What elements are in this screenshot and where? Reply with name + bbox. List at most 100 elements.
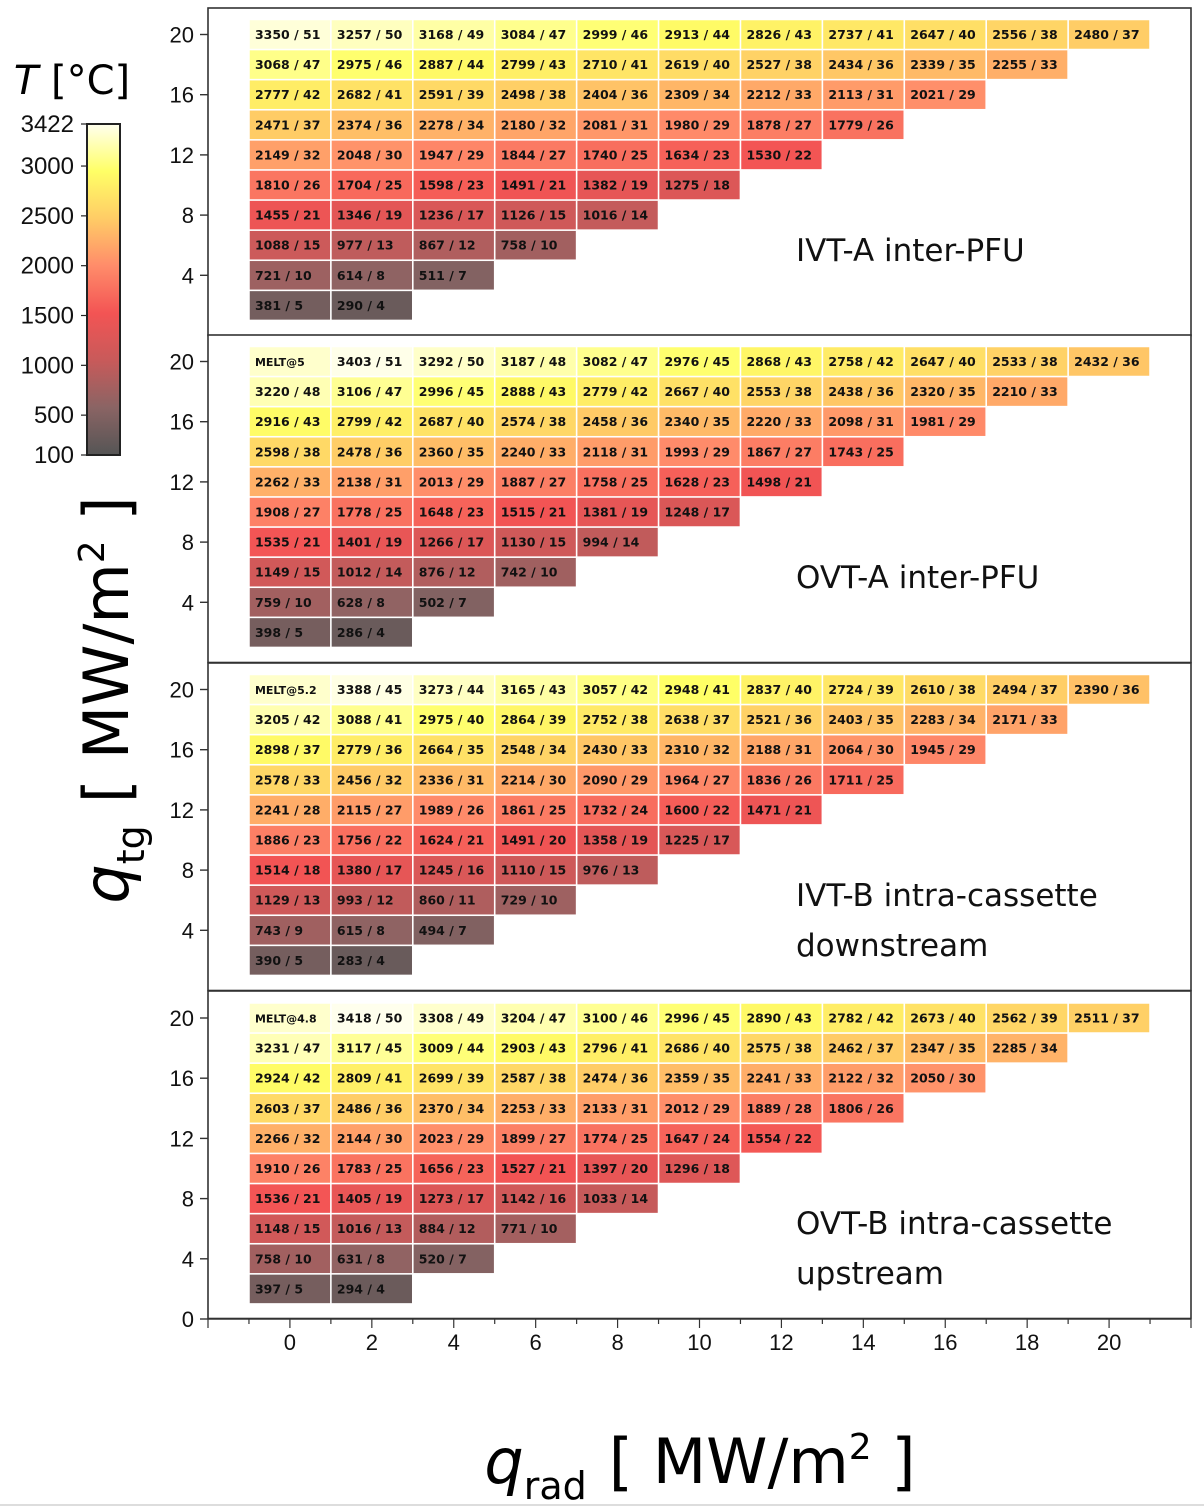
heatmap-cell [577, 855, 658, 885]
heatmap-panel: 398 / 5 286 / 4 759 / 10 628 / 8 502 / 7 1149… [170, 334, 1192, 664]
heatmap-cell [659, 20, 740, 49]
cell-label: 721 / 10 [255, 268, 312, 283]
heatmap-cell [577, 377, 658, 406]
cell-label: 2210 / 33 [992, 384, 1057, 399]
cell-label: 1993 / 29 [665, 444, 730, 459]
cell-label: 3187 / 48 [501, 354, 566, 369]
heatmap-cell [331, 1244, 412, 1274]
heatmap-cell [331, 200, 412, 230]
heatmap-cell [823, 50, 904, 79]
cell-label: 2122 / 32 [828, 1071, 893, 1086]
heatmap-cell [577, 170, 658, 200]
heatmap-cell [413, 1184, 494, 1213]
cell-label: 2253 / 33 [501, 1101, 566, 1116]
heatmap-cell [413, 467, 494, 497]
cell-label: 2898 / 37 [255, 742, 320, 757]
cell-label: 1704 / 25 [337, 178, 402, 193]
panels: 381 / 5 290 / 4 721 / 10 614 / 8 511 / 7 1088… [170, 7, 1192, 1332]
cell-label: 1861 / 25 [501, 802, 566, 817]
cell-label: 2255 / 33 [992, 57, 1057, 72]
heatmap-cell [495, 795, 576, 825]
cell-label: 2913 / 44 [665, 27, 731, 42]
heatmap-cell [577, 140, 658, 170]
heatmap-cell [823, 377, 904, 406]
cell-label: 1836 / 26 [746, 772, 812, 787]
heatmap-cell [413, 557, 494, 587]
cell-label: 2403 / 35 [828, 712, 893, 727]
heatmap-cell [331, 497, 412, 527]
cell-label: 2887 / 44 [419, 57, 485, 72]
cell-label: 2390 / 36 [1074, 682, 1140, 697]
heatmap-cell [413, 140, 494, 170]
cell-label: 2578 / 33 [255, 772, 320, 787]
cell-label: 1634 / 23 [665, 147, 730, 162]
heatmap-cell [331, 170, 412, 200]
cell-label: 2471 / 37 [255, 117, 320, 132]
heatmap-cell [905, 705, 986, 734]
cell-label: 1148 / 15 [255, 1221, 320, 1236]
cell-label: 2924 / 42 [255, 1071, 320, 1086]
cell-label: 1878 / 27 [746, 117, 811, 132]
cell-label: 3165 / 43 [501, 682, 566, 697]
heatmap-cell [249, 437, 331, 467]
heatmap-cell [413, 855, 494, 885]
cell-label: 1598 / 23 [419, 178, 484, 193]
cell-label: 2548 / 34 [501, 742, 567, 757]
heatmap-cell [577, 1124, 658, 1153]
heatmap-cell [495, 557, 576, 587]
x-tick-label: 18 [1015, 1330, 1039, 1355]
heatmap-cell [577, 407, 658, 436]
cell-label: 2486 / 36 [337, 1101, 403, 1116]
cell-label: 294 / 4 [337, 1281, 385, 1296]
heatmap-cell [331, 588, 412, 617]
x-tick-label: 0 [284, 1330, 296, 1355]
y-tick-label: 16 [170, 1066, 194, 1091]
heatmap-cell [659, 140, 740, 170]
cell-label: 2890 / 43 [746, 1011, 811, 1026]
cell-label: 2144 / 30 [337, 1131, 403, 1146]
cell-label: 2511 / 37 [1074, 1011, 1139, 1026]
heatmap-cell [249, 675, 331, 704]
heatmap-cell [577, 825, 658, 855]
colorbar-tick-label: 2500 [21, 203, 74, 230]
cell-label: 2347 / 35 [910, 1041, 975, 1056]
x-tick-label: 6 [530, 1330, 542, 1355]
cell-label: 1397 / 20 [583, 1161, 649, 1176]
heatmap-cell [331, 795, 412, 825]
cell-label: 2779 / 42 [583, 384, 648, 399]
cell-label: 2285 / 34 [992, 1041, 1058, 1056]
heatmap-cell [823, 110, 904, 140]
cell-label: 1628 / 23 [665, 474, 730, 489]
heatmap-cell [577, 1154, 658, 1183]
cell-label: 2336 / 31 [419, 772, 484, 787]
heatmap-cell [741, 467, 822, 497]
heatmap-cell [577, 20, 658, 49]
heatmap-cell [495, 80, 576, 109]
heatmap-cell [905, 20, 986, 49]
cell-label: 729 / 10 [501, 893, 558, 908]
heatmap-cell [249, 200, 331, 230]
heatmap-cell [413, 110, 494, 140]
heatmap-cell [659, 80, 740, 109]
cell-label: 876 / 12 [419, 565, 476, 580]
cell-label: 2478 / 36 [337, 444, 403, 459]
cell-label: 1600 / 22 [665, 802, 730, 817]
cell-label: 3231 / 47 [255, 1041, 320, 1056]
heatmap-cell [577, 1184, 658, 1213]
cell-label: 2021 / 29 [910, 87, 975, 102]
heatmap-cell [823, 1094, 904, 1123]
heatmap-cell [577, 795, 658, 825]
cell-label: 390 / 5 [255, 953, 303, 968]
heatmap-cell [823, 735, 904, 764]
heatmap-cell [659, 675, 740, 704]
heatmap-cell [249, 230, 331, 260]
cell-label: 2575 / 38 [746, 1041, 811, 1056]
cell-label: 1382 / 19 [583, 178, 648, 193]
cell-label: 1405 / 19 [337, 1191, 402, 1206]
heatmap-cell [413, 1094, 494, 1123]
cell-label: 2527 / 38 [746, 57, 811, 72]
cell-label: 2976 / 45 [665, 354, 730, 369]
cell-label: 1732 / 24 [583, 802, 649, 817]
heatmap-cell [495, 1003, 576, 1033]
cell-label: 2682 / 41 [337, 87, 402, 102]
